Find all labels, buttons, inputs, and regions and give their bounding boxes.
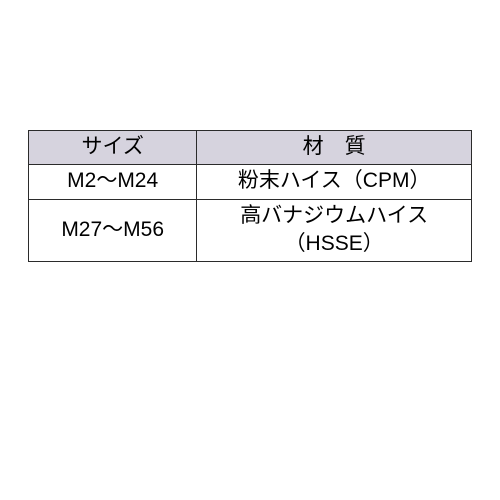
table-row: M2～M24 粉末ハイス（CPM） <box>29 165 472 199</box>
cell-material: 高バナジウムハイス（HSSE） <box>197 199 472 262</box>
cell-size: M2～M24 <box>29 165 197 199</box>
col-header-size: サイズ <box>29 131 197 165</box>
cell-material: 粉末ハイス（CPM） <box>197 165 472 199</box>
col-header-material: 材 質 <box>197 131 472 165</box>
page-root: サイズ 材 質 M2～M24 粉末ハイス（CPM） M27～M56 高バナジウム… <box>0 0 500 500</box>
cell-size: M27～M56 <box>29 199 197 262</box>
table-header-row: サイズ 材 質 <box>29 131 472 165</box>
table-row: M27～M56 高バナジウムハイス（HSSE） <box>29 199 472 262</box>
spec-table: サイズ 材 質 M2～M24 粉末ハイス（CPM） M27～M56 高バナジウム… <box>28 130 472 262</box>
spec-table-wrap: サイズ 材 質 M2～M24 粉末ハイス（CPM） M27～M56 高バナジウム… <box>28 130 472 262</box>
